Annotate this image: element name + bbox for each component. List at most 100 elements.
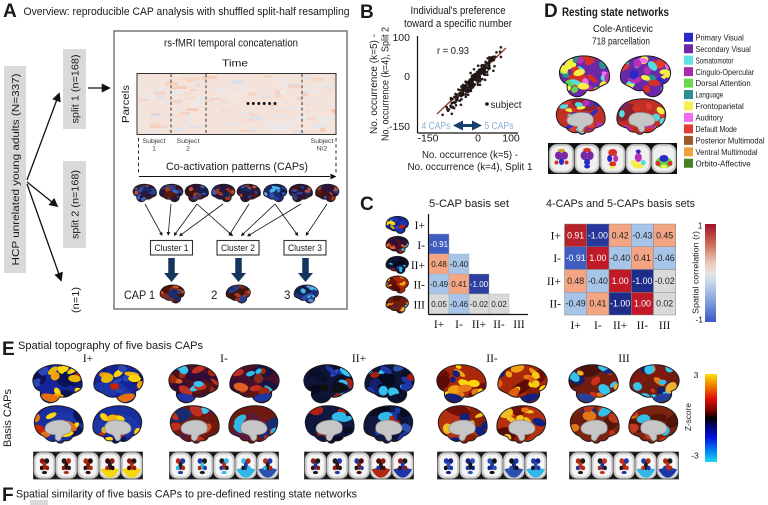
svg-text:Cluster 2: Cluster 2 [221, 243, 255, 253]
svg-text:4-CAPs and 5-CAPs basis sets: 4-CAPs and 5-CAPs basis sets [546, 198, 695, 210]
svg-text:Individual's preference: Individual's preference [411, 5, 506, 17]
svg-text:I+: I+ [551, 230, 561, 242]
svg-text:HCP unrelated young adults (N=: HCP unrelated young adults (N=337) [11, 74, 22, 266]
svg-text:-0.91: -0.91 [430, 240, 449, 249]
svg-text:-0.02: -0.02 [470, 300, 489, 309]
svg-text:rs-fMRI temporal concatenation: rs-fMRI temporal concatenation [164, 38, 298, 50]
svg-text:III: III [414, 300, 426, 312]
svg-text:Z-score: Z-score [684, 402, 693, 431]
svg-text:II+: II+ [411, 260, 425, 272]
svg-text:II+: II+ [472, 319, 486, 331]
svg-text:-0.49: -0.49 [566, 299, 586, 309]
svg-text:II+: II+ [613, 320, 627, 332]
svg-text:II-: II- [637, 320, 649, 332]
svg-text:I+: I+ [570, 320, 580, 332]
svg-text:0.42: 0.42 [612, 230, 629, 240]
svg-text:-0.49: -0.49 [430, 280, 449, 289]
svg-text:(n=1): (n=1) [71, 287, 82, 313]
svg-text:Cluster 3: Cluster 3 [288, 243, 322, 253]
svg-text:F: F [2, 485, 14, 505]
svg-text:-0.46: -0.46 [655, 253, 675, 263]
svg-text:Basis CAPs: Basis CAPs [2, 389, 14, 447]
svg-text:-1.00: -1.00 [588, 230, 608, 240]
svg-text:1.00: 1.00 [634, 299, 651, 309]
svg-text:2: 2 [186, 146, 190, 153]
svg-text:No. occurrence (k=5) -: No. occurrence (k=5) - [422, 150, 518, 161]
svg-text:3: 3 [284, 290, 290, 302]
svg-text:Cluster 1: Cluster 1 [155, 243, 189, 253]
svg-text:C: C [360, 194, 374, 215]
svg-text:0.91: 0.91 [567, 230, 584, 240]
svg-text:0.02: 0.02 [656, 299, 673, 309]
svg-text:subject: subject [491, 99, 522, 111]
svg-text:I-: I- [594, 320, 602, 332]
svg-text:0.05: 0.05 [431, 300, 447, 309]
svg-text:Language: Language [696, 91, 724, 100]
svg-text:split 2 (n=168): split 2 (n=168) [71, 170, 82, 239]
svg-text:Secondary Visual: Secondary Visual [696, 45, 751, 54]
svg-text:718 parcellation: 718 parcellation [592, 37, 650, 48]
svg-text:CAP 1: CAP 1 [124, 290, 155, 302]
svg-text:I-: I- [455, 319, 463, 331]
svg-text:Frontoparietal: Frontoparietal [696, 102, 744, 111]
svg-text:Parcels: Parcels [121, 85, 132, 123]
svg-text:Cingulo-Opercular: Cingulo-Opercular [696, 68, 755, 77]
svg-text:Spatial similarity of five bas: Spatial similarity of five basis CAPs to… [16, 489, 358, 501]
svg-text:A: A [3, 1, 17, 22]
svg-text:0.41: 0.41 [634, 253, 651, 263]
svg-text:Time: Time [222, 58, 248, 70]
svg-text:-1.00: -1.00 [610, 299, 630, 309]
svg-text:I+: I+ [83, 353, 93, 365]
svg-text:Subject: Subject [143, 138, 166, 145]
svg-text:B: B [360, 2, 374, 23]
svg-text:0.45: 0.45 [656, 230, 673, 240]
svg-text:-0.40: -0.40 [588, 276, 608, 286]
svg-text:5 CAPs: 5 CAPs [485, 120, 514, 132]
svg-text:-0.91: -0.91 [566, 253, 586, 263]
svg-text:Subject: Subject [177, 138, 200, 145]
svg-text:-1.00: -1.00 [470, 280, 489, 289]
svg-text:I-: I- [220, 353, 228, 365]
svg-text:Dorsal Attention: Dorsal Attention [696, 79, 752, 88]
svg-text:Spatial topography of five bas: Spatial topography of five basis CAPs [18, 340, 204, 352]
svg-text:Ventral Multimodal: Ventral Multimodal [696, 148, 758, 157]
svg-text:100: 100 [502, 133, 520, 145]
svg-text:II-: II- [486, 353, 498, 365]
svg-text:0: 0 [404, 71, 410, 83]
svg-text:No. occurrence (k=4), Split 2: No. occurrence (k=4), Split 2 [381, 27, 392, 141]
svg-text:II+: II+ [547, 276, 561, 288]
svg-text:-0.43: -0.43 [632, 230, 652, 240]
svg-text:-150: -150 [417, 133, 438, 145]
svg-text:III: III [513, 319, 525, 331]
svg-text:-0.46: -0.46 [450, 300, 469, 309]
svg-text:Overview: reproducible CAP ana: Overview: reproducible CAP analysis with… [24, 6, 350, 18]
svg-text:r = 0.93: r = 0.93 [437, 45, 469, 57]
svg-text:0.48: 0.48 [567, 276, 584, 286]
svg-text:Co-activation patterns (CAPs): Co-activation patterns (CAPs) [166, 161, 308, 173]
svg-text:0.48: 0.48 [431, 260, 447, 269]
svg-text:Somatomotor: Somatomotor [696, 56, 734, 65]
svg-text:0.41: 0.41 [589, 299, 606, 309]
svg-text:Orbito-Affective: Orbito-Affective [696, 159, 752, 168]
svg-text:D: D [544, 1, 558, 22]
svg-text:Primary Visual: Primary Visual [696, 33, 744, 42]
svg-text:I+: I+ [434, 319, 444, 331]
svg-text:0: 0 [475, 133, 481, 145]
svg-text:5-CAP basis set: 5-CAP basis set [429, 198, 510, 210]
svg-text:split 1 (n=168): split 1 (n=168) [71, 55, 82, 124]
svg-text:-150: -150 [389, 121, 410, 133]
svg-text:Auditory: Auditory [696, 114, 724, 123]
svg-text:No. occurrence (k=5) -: No. occurrence (k=5) - [369, 34, 380, 134]
svg-text:No. occurrence (k=4), Split 1: No. occurrence (k=4), Split 1 [408, 162, 533, 173]
svg-text:III: III [618, 353, 630, 365]
svg-text:1.00: 1.00 [589, 253, 606, 263]
svg-text:-0.40: -0.40 [450, 260, 469, 269]
svg-text:II-: II- [414, 280, 426, 292]
svg-text:I-: I- [417, 240, 425, 252]
svg-text:-1: -1 [695, 315, 703, 325]
svg-text:toward a specific number: toward a specific number [404, 18, 512, 30]
svg-text:-1.00: -1.00 [632, 276, 652, 286]
svg-text:E: E [2, 339, 15, 360]
svg-text:N/2: N/2 [317, 146, 328, 153]
svg-text:3: 3 [694, 370, 699, 380]
